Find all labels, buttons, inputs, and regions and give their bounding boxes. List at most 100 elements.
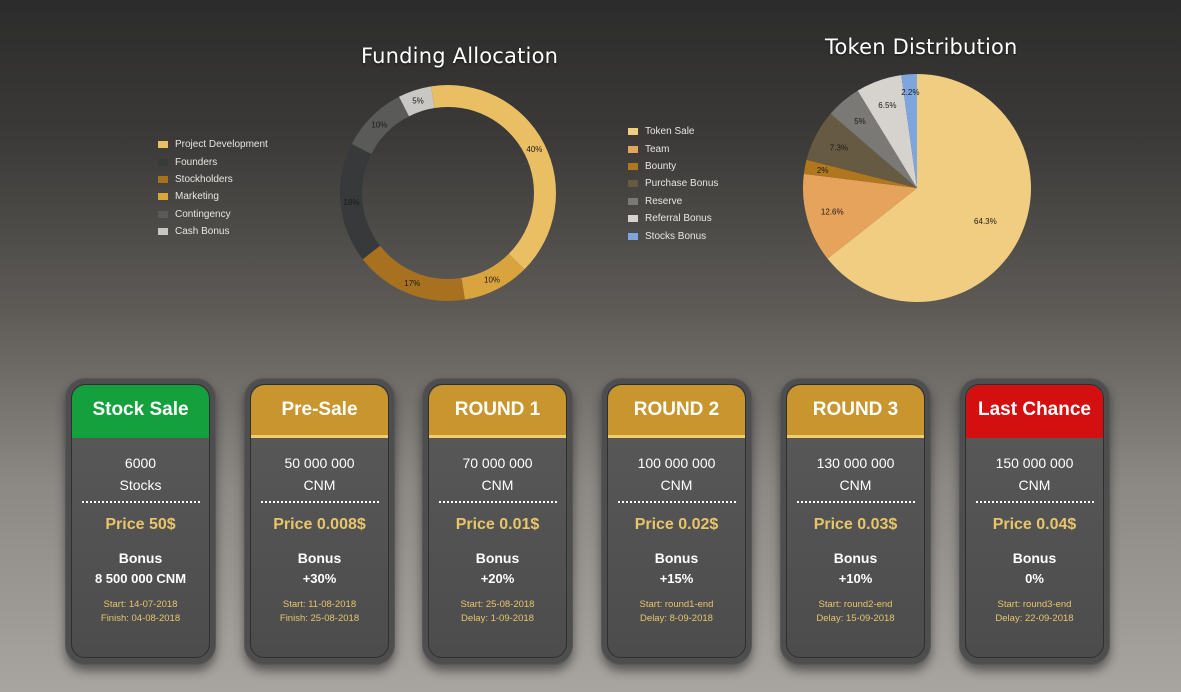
legend-swatch xyxy=(628,215,638,223)
legend-label: Founders xyxy=(175,156,218,168)
card-title: Last Chance xyxy=(966,385,1103,438)
card-date-end: Delay: 22-09-2018 xyxy=(995,613,1074,624)
legend-label: Cash Bonus xyxy=(175,226,230,238)
card-body: ROUND 3 130 000 000 CNM Price 0.03$ Bonu… xyxy=(786,384,925,658)
card-price: Price 50$ xyxy=(105,516,176,533)
token-slice-label-referral-bonus: 6.5% xyxy=(878,101,896,110)
token-legend-item-team: Team xyxy=(628,140,718,157)
funding-donut-chart: 5% 40% 10% 17% 18% 10% xyxy=(340,85,556,301)
funding-slice-stockholders xyxy=(362,245,465,301)
card-body: Pre-Sale 50 000 000 CNM Price 0.008$ Bon… xyxy=(250,384,389,658)
sale-card-round-1: ROUND 1 70 000 000 CNM Price 0.01$ Bonus… xyxy=(422,378,573,665)
card-bonus-value: +10% xyxy=(838,571,873,586)
legend-swatch xyxy=(628,128,638,136)
card-date-end: Delay: 8-09-2018 xyxy=(640,613,713,624)
card-divider xyxy=(438,501,557,503)
token-slice-label-purchase-bonus: 7.3% xyxy=(830,143,848,152)
legend-label: Purchase Bonus xyxy=(645,178,719,190)
card-divider xyxy=(975,501,1094,503)
funding-legend-item-cash-bonus: Cash Bonus xyxy=(158,223,268,240)
card-bonus-label: Bonus xyxy=(118,550,163,566)
token-legend-item-stocks-bonus: Stocks Bonus xyxy=(628,227,718,244)
token-slice-token-sale xyxy=(827,74,1031,303)
token-pie-chart: 64.3% 12.6% 2% 7.3% 5% 6.5% 2.2% xyxy=(803,74,1031,303)
card-bonus-value: +20% xyxy=(480,571,515,586)
token-slice-stocks-bonus xyxy=(901,74,917,188)
legend-label: Bounty xyxy=(645,160,677,172)
card-date-start: Start: 25-08-2018 xyxy=(460,599,535,610)
card-amount-block: 50 000 000 CNM xyxy=(251,452,388,496)
token-slice-label-stocks-bonus: 2.2% xyxy=(901,88,919,97)
legend-label: Stocks Bonus xyxy=(645,230,707,242)
card-price: Price 0.01$ xyxy=(455,516,540,533)
legend-swatch xyxy=(158,210,168,218)
legend-label: Referral Bonus xyxy=(645,213,712,225)
card-bonus-value: 0% xyxy=(1025,571,1044,586)
token-legend-item-token-sale: Token Sale xyxy=(628,123,718,140)
sale-card-pre-sale: Pre-Sale 50 000 000 CNM Price 0.008$ Bon… xyxy=(244,378,395,665)
card-bonus-label: Bonus xyxy=(1012,550,1057,566)
card-date-start: Start: round2-end xyxy=(818,599,893,610)
funding-legend-item-stockholders: Stockholders xyxy=(158,171,268,188)
card-title: Pre-Sale xyxy=(251,385,388,438)
card-price: Price 0.008$ xyxy=(273,516,366,533)
card-dates: Start: round2-end Delay: 15-09-2018 xyxy=(787,598,924,626)
token-slice-label-token-sale: 64.3% xyxy=(974,217,997,226)
card-body: ROUND 1 70 000 000 CNM Price 0.01$ Bonus… xyxy=(428,384,567,658)
token-slice-bounty xyxy=(803,159,917,188)
token-slice-referral-bonus xyxy=(857,75,917,188)
card-title: ROUND 2 xyxy=(608,385,745,438)
card-unit: CNM xyxy=(303,477,336,493)
card-amount: 130 000 000 xyxy=(816,455,895,471)
funding-slice-founders xyxy=(340,143,381,260)
token-legend-item-purchase-bonus: Purchase Bonus xyxy=(628,175,718,192)
funding-slice-label-stockholders: 17% xyxy=(404,279,420,288)
legend-swatch xyxy=(628,232,638,240)
legend-label: Reserve xyxy=(645,195,683,207)
funding-legend: Project Development Founders Stockholders M… xyxy=(158,136,268,240)
card-amount-block: 100 000 000 CNM xyxy=(608,452,745,496)
card-dates: Start: round3-end Delay: 22-09-2018 xyxy=(966,598,1103,626)
card-divider xyxy=(260,501,379,503)
funding-slice-contingency xyxy=(351,96,409,154)
token-slice-label-team: 12.6% xyxy=(821,208,844,217)
legend-label: Marketing xyxy=(175,191,219,203)
card-bonus-label: Bonus xyxy=(833,550,878,566)
funding-slice-project-development xyxy=(431,85,556,270)
token-slice-reserve xyxy=(830,90,917,188)
card-amount-block: 6000 Stocks xyxy=(72,452,209,496)
card-amount: 70 000 000 xyxy=(462,455,533,471)
card-amount: 150 000 000 xyxy=(995,455,1074,471)
funding-slice-label-cash-bonus: 5% xyxy=(412,97,424,106)
token-slice-purchase-bonus xyxy=(806,113,917,188)
funding-slice-label-contingency: 10% xyxy=(371,120,387,129)
token-legend-item-referral-bonus: Referral Bonus xyxy=(628,210,718,227)
card-amount-block: 150 000 000 CNM xyxy=(966,452,1103,496)
card-dates: Start: 11-08-2018 Finish: 25-08-2018 xyxy=(251,598,388,626)
card-unit: CNM xyxy=(1018,477,1051,493)
card-date-start: Start: round3-end xyxy=(997,599,1072,610)
funding-legend-item-founders: Founders xyxy=(158,153,268,170)
funding-slice-marketing xyxy=(461,253,525,300)
legend-swatch xyxy=(158,158,168,166)
token-legend: Token Sale Team Bounty Purchase Bonus Reserv… xyxy=(628,123,718,245)
funding-legend-item-contingency: Contingency xyxy=(158,206,268,223)
card-bonus-value: +15% xyxy=(659,571,694,586)
token-legend-item-reserve: Reserve xyxy=(628,193,718,210)
card-divider xyxy=(81,501,200,503)
legend-label: Team xyxy=(645,143,670,155)
card-divider xyxy=(796,501,915,503)
card-price: Price 0.03$ xyxy=(813,516,898,533)
card-title: ROUND 3 xyxy=(787,385,924,438)
token-distribution-title: Token Distribution xyxy=(825,35,1018,59)
legend-label: Contingency xyxy=(175,208,231,220)
legend-swatch xyxy=(158,175,168,183)
legend-swatch xyxy=(158,141,168,149)
funding-slice-label-project-development: 40% xyxy=(526,145,542,154)
funding-legend-item-marketing: Marketing xyxy=(158,188,268,205)
legend-swatch xyxy=(628,145,638,153)
sale-card-round-3: ROUND 3 130 000 000 CNM Price 0.03$ Bonu… xyxy=(780,378,931,665)
card-date-end: Finish: 04-08-2018 xyxy=(100,613,181,624)
sale-card-round-2: ROUND 2 100 000 000 CNM Price 0.02$ Bonu… xyxy=(601,378,752,665)
token-slice-team xyxy=(803,173,917,259)
